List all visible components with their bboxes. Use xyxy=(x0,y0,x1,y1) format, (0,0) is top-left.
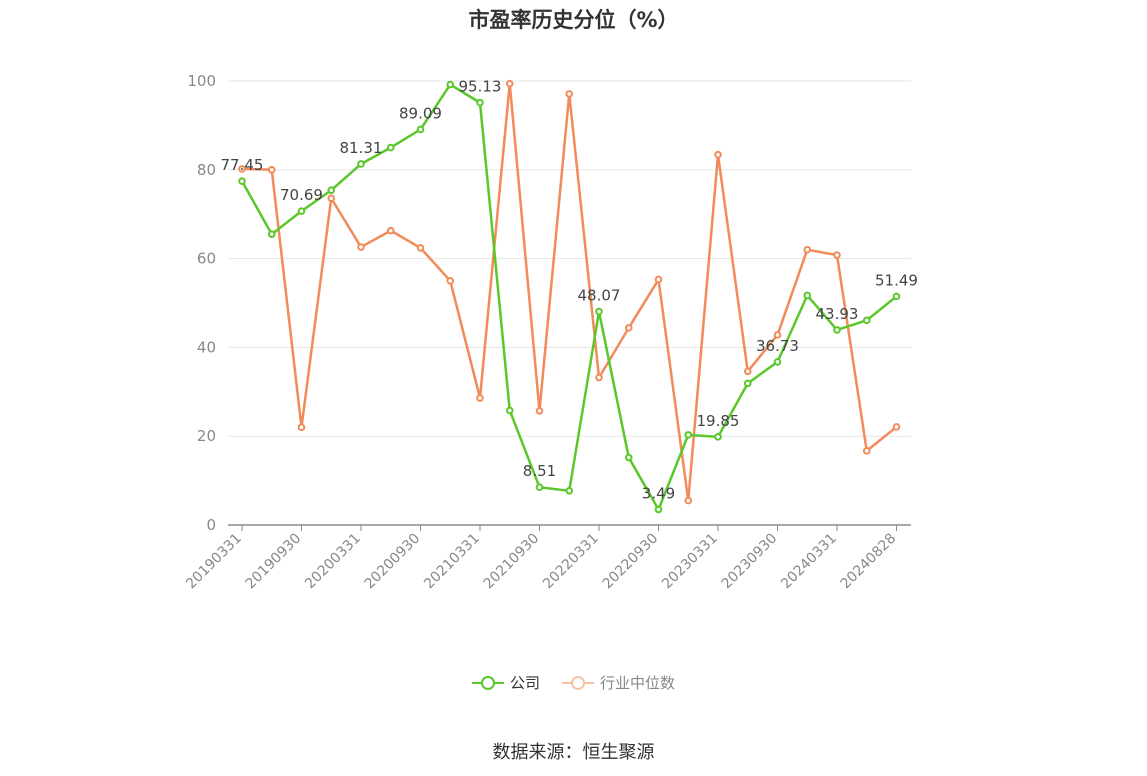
industry-data-point xyxy=(357,243,365,251)
industry-data-point xyxy=(714,150,722,159)
company-data-point xyxy=(743,379,752,388)
x-tick-label: 20240331 xyxy=(778,531,840,593)
company-data-point xyxy=(654,505,663,514)
industry-data-point xyxy=(624,324,633,332)
company-data-point xyxy=(862,316,871,325)
industry-data-point xyxy=(684,496,693,505)
company-data-point xyxy=(446,80,455,89)
industry-data-point xyxy=(833,251,841,259)
legend-industry-label: 行业中位数 xyxy=(600,674,676,692)
company-data-label: 70.69 xyxy=(280,186,323,204)
legend-industry-marker-icon xyxy=(562,675,594,690)
industry-data-point xyxy=(773,331,782,339)
chart-title: 市盈率历史分位（%） xyxy=(468,8,679,32)
company-data-label: 36.73 xyxy=(756,337,799,355)
company-data-label: 89.09 xyxy=(399,104,442,122)
company-data-point xyxy=(297,207,306,215)
company-data-point xyxy=(476,98,484,107)
company-data-point xyxy=(416,125,425,134)
industry-data-point xyxy=(654,275,663,284)
industry-data-point xyxy=(446,277,455,285)
y-tick-label: 100 xyxy=(187,72,216,90)
company-data-point xyxy=(773,358,782,366)
company-data-label: 51.49 xyxy=(875,271,918,289)
company-data-point xyxy=(595,307,603,316)
x-tick-label: 20220930 xyxy=(600,531,662,593)
y-tick-label: 80 xyxy=(197,161,216,179)
x-tick-label: 20210331 xyxy=(421,531,483,593)
company-data-point xyxy=(357,160,365,168)
x-tick-label: 20230930 xyxy=(719,531,781,593)
industry-data-point xyxy=(743,367,752,376)
company-data-point xyxy=(267,230,276,238)
industry-data-point xyxy=(862,447,871,455)
industry-data-point xyxy=(386,226,395,235)
company-data-point xyxy=(535,483,544,492)
x-tick-label: 20210930 xyxy=(481,531,543,593)
y-tick-label: 0 xyxy=(206,516,216,534)
company-data-label: 3.49 xyxy=(642,485,675,503)
company-data-point xyxy=(714,433,722,441)
x-tick-label: 20240828 xyxy=(838,531,900,593)
industry-data-point xyxy=(535,407,544,415)
legend-item-company[interactable]: 公司 xyxy=(471,672,540,693)
industry-data-point xyxy=(267,166,276,174)
company-data-point xyxy=(624,453,633,462)
company-data-point xyxy=(327,186,336,195)
company-data-label: 81.31 xyxy=(340,139,383,157)
industry-data-point xyxy=(595,373,603,382)
industry-data-point xyxy=(327,194,336,203)
legend-item-industry[interactable]: 行业中位数 xyxy=(562,672,675,693)
company-data-label: 48.07 xyxy=(578,287,621,305)
x-tick-label: 20200930 xyxy=(362,531,424,593)
legend-company-marker-icon xyxy=(471,675,504,690)
y-tick-label: 60 xyxy=(197,250,216,268)
industry-data-point xyxy=(238,165,246,173)
x-tick-label: 20190331 xyxy=(183,531,245,593)
company-data-label: 8.51 xyxy=(523,462,556,480)
industry-data-point xyxy=(476,394,484,402)
industry-data-point xyxy=(297,423,306,432)
legend-company-label: 公司 xyxy=(509,674,540,692)
y-tick-label: 40 xyxy=(197,338,216,356)
x-tick-label: 20200331 xyxy=(302,531,364,593)
chart-legend: 公司 行业中位数 xyxy=(0,672,1147,693)
company-data-point xyxy=(684,431,693,439)
y-tick-label: 20 xyxy=(197,427,216,445)
company-data-point xyxy=(803,291,812,300)
x-tick-label: 20230331 xyxy=(659,531,721,593)
x-tick-label: 20190930 xyxy=(243,531,305,593)
x-tick-label: 20220331 xyxy=(540,531,602,593)
industry-data-point xyxy=(803,245,812,254)
company-data-point xyxy=(238,177,246,185)
company-data-point xyxy=(386,143,395,152)
company-data-point xyxy=(565,487,574,495)
company-data-point xyxy=(892,292,901,301)
company-data-label: 19.85 xyxy=(697,412,740,430)
company-data-label: 43.93 xyxy=(816,305,859,323)
industry-data-point xyxy=(892,423,901,431)
industry-data-point xyxy=(505,79,514,88)
data-source-note: 数据来源：恒生聚源 xyxy=(492,742,655,763)
company-data-label: 77.45 xyxy=(221,156,264,174)
industry-data-point xyxy=(416,244,425,252)
company-data-point xyxy=(505,406,514,415)
industry-data-point xyxy=(565,90,574,98)
company-data-point xyxy=(833,326,841,334)
company-data-label: 95.13 xyxy=(459,78,502,96)
